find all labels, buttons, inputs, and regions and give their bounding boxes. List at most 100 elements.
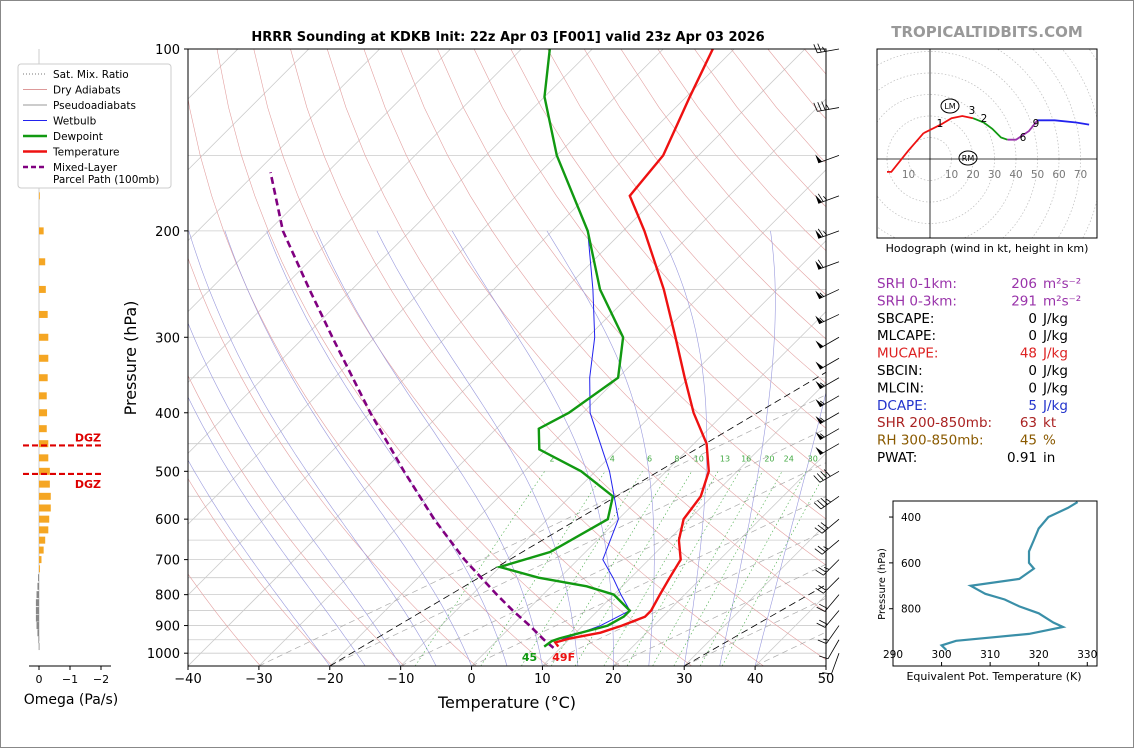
legend-label-line: Wetbulb <box>53 116 97 128</box>
dgz-markers: DGZ DGZ <box>23 431 101 491</box>
wind-barb-feather <box>819 292 825 297</box>
index-row: MLCAPE: 0 J/kg <box>877 328 1068 344</box>
hodograph-frame <box>876 48 1098 239</box>
wind-barb-staff <box>826 625 840 644</box>
wind-barb-feather <box>820 497 828 505</box>
y-tick-label: 200 <box>155 225 180 240</box>
isotherm-line <box>613 452 826 666</box>
hodograph-ring-label: 60 <box>1052 169 1065 181</box>
wind-barb-feather <box>817 524 826 532</box>
wind-barb <box>815 559 840 576</box>
theta-e-panel: 290 300 310 320 330 400 600 800 Equivalent Pot.… <box>877 500 1098 683</box>
wind-barb-feather <box>823 567 830 570</box>
omega-xlabel: Omega (Pa/s) <box>24 692 119 708</box>
wind-barb <box>813 469 840 483</box>
index-label: SHR 200-850mb: <box>877 415 992 431</box>
dewpoint-line <box>495 49 632 648</box>
dry-adiabat <box>188 573 261 666</box>
x-tick-label: 50 <box>818 672 835 687</box>
legend-label-line: Pseudoadiabats <box>53 100 136 112</box>
omega-bar <box>39 454 49 462</box>
legend-label-line: Dry Adiabats <box>53 85 121 97</box>
wind-barb-staff <box>818 195 840 204</box>
wind-barb-flag <box>815 154 823 163</box>
isotherm-line <box>188 49 593 454</box>
omega-bar <box>39 515 50 523</box>
wind-barb-flag <box>815 194 823 204</box>
y-tick-label: 300 <box>155 331 180 346</box>
hodograph-ring-label: 20 <box>966 169 979 181</box>
omega-bar <box>35 599 39 607</box>
wind-barb-flag <box>815 399 824 407</box>
y-tick-label: 1000 <box>147 647 180 662</box>
wind-barb-feather <box>818 585 827 591</box>
x-tick-label: −30 <box>245 672 272 687</box>
wind-barb-feather <box>819 317 825 322</box>
wind-barb-feather <box>817 500 825 507</box>
x-tick-label: 20 <box>605 672 622 687</box>
legend-label-line: Dewpoint <box>53 131 103 143</box>
omega-bar <box>39 546 44 554</box>
index-unit: J/kg <box>1042 398 1068 414</box>
mixing-ratio-label: 13 <box>720 454 730 463</box>
wind-barb <box>815 443 840 456</box>
index-value: 0 <box>1028 328 1037 344</box>
dry-adiabat <box>767 49 826 120</box>
omega-bar <box>39 285 46 293</box>
mixing-ratio-label: 2 <box>550 454 555 463</box>
wind-barb-feather <box>817 228 824 237</box>
reference-dashed-line <box>329 371 826 666</box>
hodograph-height-label: 6 <box>1020 132 1027 144</box>
legend-box <box>17 63 172 189</box>
hodograph-segment <box>887 132 925 173</box>
wind-barb <box>815 193 840 204</box>
hodograph-segment <box>1007 119 1039 141</box>
wind-barb-feather <box>822 46 826 52</box>
isotherm-line <box>188 49 735 596</box>
skewt-background-lines: 2 4 6 8 10 13 16 20 24 30 36 <box>188 49 826 666</box>
wind-barb-staff <box>818 289 840 300</box>
mixing-ratio-line <box>603 471 719 666</box>
hodograph-marker-label: RM <box>962 154 975 163</box>
index-label: PWAT: <box>877 450 917 466</box>
index-value: 63 <box>1020 415 1037 431</box>
theta-e-x-tick-label: 300 <box>932 649 952 661</box>
hodograph-marker-label: LM <box>944 102 955 111</box>
index-label: MLCAPE: <box>877 328 936 344</box>
theta-e-y-tick-label: 800 <box>901 604 921 616</box>
wind-barb <box>815 154 840 164</box>
hodograph-height-label: 9 <box>1033 118 1040 130</box>
legend-label: Dry Adiabats <box>53 85 121 97</box>
wind-barb-staff <box>818 230 840 239</box>
legend: Sat. Mix. Ratio Dry Adiabats Pseudoadiabat… <box>17 63 172 189</box>
hodograph-segment <box>972 117 1008 141</box>
hodograph-caption: Hodograph (wind in kt, height in km) <box>886 242 1089 255</box>
wind-barb <box>822 653 840 675</box>
wind-barb-feather <box>819 619 828 625</box>
wind-barb <box>814 539 840 555</box>
wind-barb-feather <box>815 587 824 594</box>
wind-barb-feather <box>815 569 824 576</box>
moist-adiabat <box>188 230 437 666</box>
index-label: SRH 0-3km: <box>877 293 957 309</box>
wind-barb-feather <box>817 43 822 53</box>
surface-temperature-label: 49F <box>552 651 575 664</box>
index-value: 206 <box>1011 276 1037 292</box>
skewt-xlabel: Temperature (°C) <box>437 693 576 712</box>
omega-tick-label: 0 <box>36 673 43 686</box>
mixing-ratio-line <box>480 471 606 666</box>
isotherm-line <box>754 594 826 666</box>
omega-bar <box>39 536 46 544</box>
legend-label: Sat. Mix. Ratio <box>53 69 129 81</box>
wind-barb-feather <box>823 546 829 550</box>
hodograph-panel: 10 10 20 30 40 50 60 70 1 23 69 LM RM Hodograph (wi… <box>876 48 1098 255</box>
hodograph-marker <box>958 150 978 166</box>
mixing-ratio-line <box>521 471 643 666</box>
mixing-ratio-label: 10 <box>694 454 704 463</box>
moist-adiabat <box>376 230 579 666</box>
index-value: 0.91 <box>1007 450 1037 466</box>
y-tick-label: 100 <box>155 43 180 58</box>
y-tick-label: 600 <box>155 513 180 528</box>
mixing-ratio-label: 20 <box>764 454 774 463</box>
x-tick-label: 10 <box>534 672 551 687</box>
